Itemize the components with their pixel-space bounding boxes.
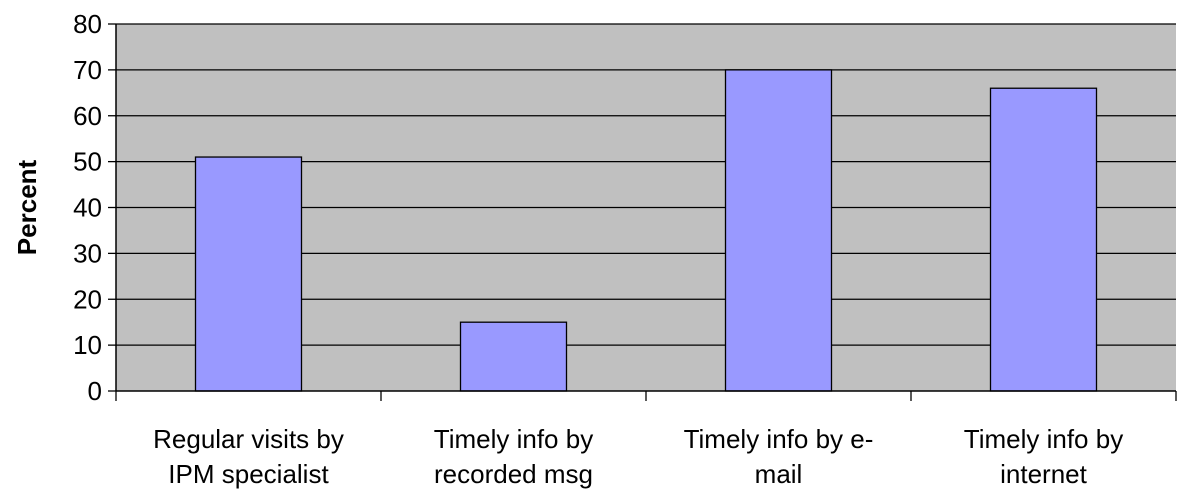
y-tick-label: 30 xyxy=(73,238,102,268)
y-tick-label: 60 xyxy=(73,101,102,131)
y-axis-label: Percent xyxy=(12,159,42,255)
bar xyxy=(194,156,303,392)
y-tick-label: 40 xyxy=(73,193,102,223)
y-tick-labels: 0 10 20 30 40 50 60 70 80 xyxy=(73,9,102,406)
y-tick-label: 50 xyxy=(73,147,102,177)
x-category-label: Timely info by xyxy=(434,424,593,454)
x-category-label: Timely info by e- xyxy=(684,424,874,454)
x-category-label: internet xyxy=(1000,459,1087,489)
y-tick-label: 70 xyxy=(73,55,102,85)
bar xyxy=(724,69,833,392)
bars xyxy=(194,69,1098,392)
bar xyxy=(459,321,568,392)
x-category-labels: Regular visits by IPM specialist Timely in… xyxy=(153,424,1123,489)
y-tick-label: 0 xyxy=(88,376,102,406)
y-tick-label: 10 xyxy=(73,330,102,360)
bar xyxy=(989,87,1098,392)
axes xyxy=(108,23,1177,401)
y-tick-label: 20 xyxy=(73,284,102,314)
x-category-label: IPM specialist xyxy=(168,459,329,489)
x-category-label: Regular visits by xyxy=(153,424,344,454)
x-category-label: recorded msg xyxy=(434,459,593,489)
x-category-label: mail xyxy=(755,459,803,489)
x-category-label: Timely info by xyxy=(964,424,1123,454)
y-tick-label: 80 xyxy=(73,9,102,39)
